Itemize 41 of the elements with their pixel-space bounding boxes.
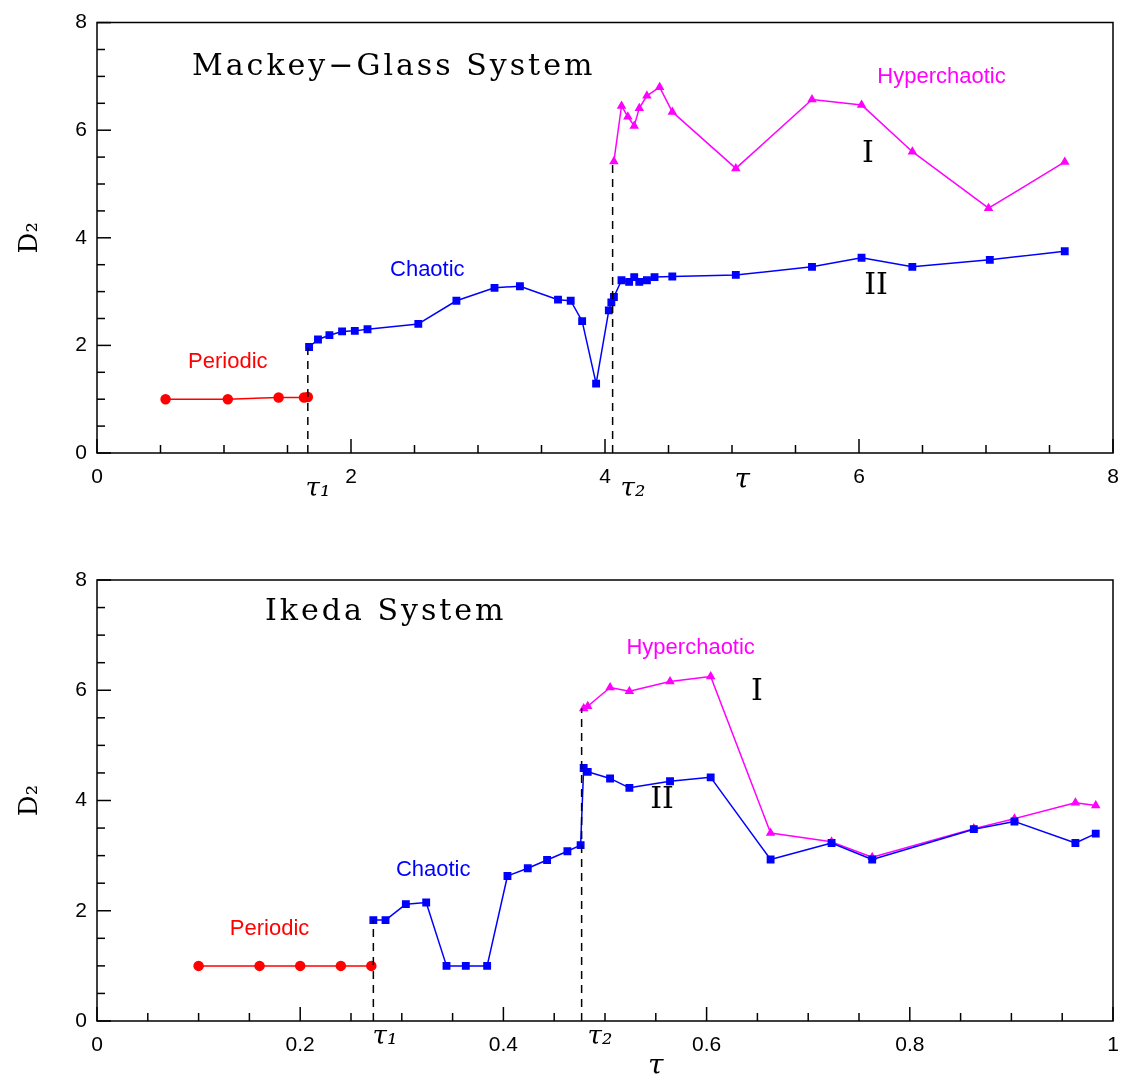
x-tick-label: 0.6: [692, 1032, 722, 1056]
y-axis-title: D₂: [12, 784, 43, 817]
x-tick-label: 2: [345, 464, 357, 488]
x-tick-label: 0.2: [285, 1032, 315, 1056]
annotation: τ₂: [587, 1019, 613, 1050]
series-label: Periodic: [229, 914, 310, 940]
x-tick-label: 6: [853, 464, 865, 488]
y-tick-label: 4: [75, 787, 88, 811]
text: τ₂: [620, 472, 646, 503]
x-tick-label: 0.4: [488, 1032, 519, 1056]
x-tick-label: 0: [91, 1032, 103, 1056]
text: Mackey−Glass System: [192, 47, 596, 83]
y-tick-label: 2: [75, 897, 87, 921]
series-label: Periodic: [188, 348, 268, 374]
text: τ₁: [305, 472, 331, 503]
x-tick-label: 0: [91, 464, 103, 488]
x-axis-title: τ: [648, 1048, 665, 1078]
y-tick-label: 8: [75, 9, 87, 33]
series-label: Chaotic: [395, 855, 471, 881]
x-tick-label: 4: [599, 464, 612, 488]
annotation: I: [862, 134, 874, 170]
chart-title: Ikeda System: [265, 591, 507, 627]
y-tick-label: 4: [75, 224, 88, 248]
x-tick-label: 8: [1107, 464, 1119, 488]
annotation: II: [864, 266, 888, 302]
y-tick-label: 0: [75, 439, 87, 463]
y-tick-label: 6: [75, 117, 87, 140]
y-tick-label: 2: [75, 332, 87, 356]
x-tick-label: 0.8: [895, 1032, 925, 1056]
x-tick-label: 1: [1107, 1032, 1119, 1056]
y-tick-label: 6: [75, 677, 87, 701]
series-label: Hyperchaotic: [877, 62, 1006, 88]
annotation: II: [650, 779, 674, 815]
y-tick-label: 0: [75, 1007, 87, 1031]
series-label: Chaotic: [390, 255, 465, 281]
y-tick-label: 8: [75, 566, 87, 590]
series-label: Hyperchaotic: [626, 633, 755, 659]
x-axis-title: τ: [734, 462, 751, 496]
annotation: τ₁: [372, 1019, 398, 1050]
annotation: I: [751, 671, 763, 707]
y-axis-title: D₂: [12, 222, 43, 254]
